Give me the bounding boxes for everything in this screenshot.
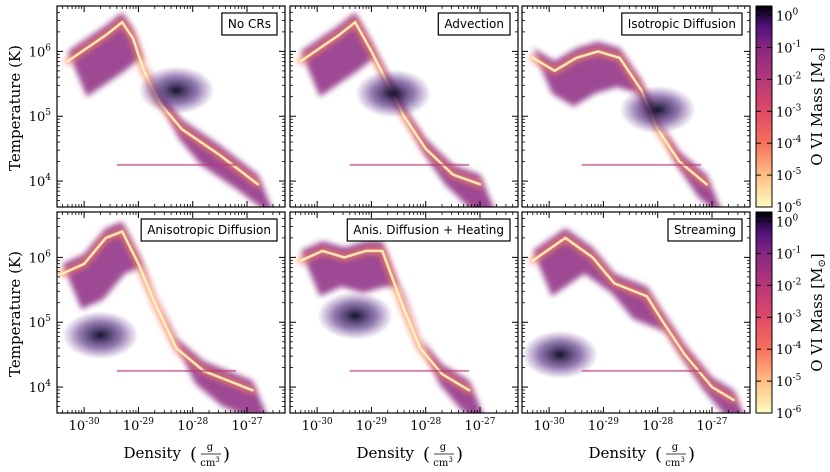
peak-mass-spot <box>522 330 598 379</box>
unit-numerator: g <box>207 442 214 453</box>
colorbar-2: 100 10-1 10-2 10-3 10-4 10-5 10-6 O VI Mass [M⊙… <box>755 211 828 422</box>
x-tick-label: 10-29 <box>356 417 387 434</box>
colorbar-tick-label: 10-1 <box>776 245 801 262</box>
peak-mass-spot <box>619 85 696 134</box>
panel-title-box <box>437 12 511 36</box>
paren-close: ) <box>456 444 463 465</box>
mass-distribution-region <box>300 12 494 207</box>
colorbar-tick-label: 10-4 <box>776 341 802 358</box>
colorbar-tick-label: 100 <box>776 214 799 231</box>
x-axis-labels: Density ( g cm3) Density ( g cm3) Density ( g cm3) <box>123 442 695 469</box>
y-axis-label-top: Temperature (K) <box>6 45 24 171</box>
panel-title: Streaming <box>674 223 736 237</box>
paren-close: ) <box>223 444 230 465</box>
mass-distribution-region <box>300 241 483 413</box>
x-axis-label-text: Density <box>123 444 181 462</box>
panel-grid: No CRs 104 105 106 Advection Isotropic Diffus… <box>29 5 751 434</box>
colorbar-tick-label: 10-1 <box>776 39 801 56</box>
x-tick-label: 10-27 <box>696 417 727 434</box>
x-tick-label: 10-29 <box>123 417 154 434</box>
panel-title: No CRs <box>228 17 271 31</box>
paren-open: ( <box>655 444 662 465</box>
panel-title: Anis. Diffusion + Heating <box>353 223 504 237</box>
y-tick-label: 105 <box>29 314 52 331</box>
colorbar-label: O VI Mass [M⊙] <box>808 253 828 372</box>
x-tick-label: 10-28 <box>410 417 441 434</box>
colorbar-tick-label: 10-6 <box>776 405 802 422</box>
y-tick-label: 106 <box>29 43 52 60</box>
x-tick-label: 10-27 <box>231 417 262 434</box>
colorbar-tick-label: 10-5 <box>776 167 802 184</box>
panel-3: Isotropic Diffusion <box>521 5 751 208</box>
y-tick-label: 104 <box>29 379 52 396</box>
mass-distribution-region <box>62 221 266 413</box>
paren-open: ( <box>423 444 430 465</box>
unit-numerator: g <box>672 442 679 453</box>
x-tick-label: 10-29 <box>588 417 619 434</box>
x-axis-label: Density ( g cm3) <box>356 442 463 469</box>
colorbar-tick-label: 10-6 <box>776 199 802 216</box>
panel-title-box <box>667 218 743 242</box>
temperature-ridge-core <box>66 20 260 186</box>
unit-denominator: cm3 <box>200 456 220 469</box>
y-axis-label-bottom: Temperature (K) <box>6 251 24 377</box>
x-tick-label: 10-30 <box>69 417 100 434</box>
colorbar-gradient <box>755 211 773 414</box>
panel-title: Advection <box>444 17 504 31</box>
peak-mass-spot <box>138 66 215 115</box>
x-tick-label: 10-30 <box>302 417 333 434</box>
temperature-ridge-core <box>61 229 254 392</box>
temperature-ridge-core <box>531 236 735 402</box>
peak-mass-spot <box>62 311 139 360</box>
y-tick-label: 105 <box>29 108 52 125</box>
panel-1: No CRs <box>56 5 286 208</box>
panel-6: Streaming <box>521 211 751 414</box>
y-tick-label: 104 <box>29 173 52 190</box>
y-tick-label: 106 <box>29 249 52 266</box>
panel-title-box <box>621 12 743 36</box>
colorbar-tick-label: 100 <box>776 8 799 25</box>
panel-title-box <box>221 12 278 36</box>
x-tick-label: 10-28 <box>177 417 208 434</box>
paren-close: ) <box>688 444 695 465</box>
x-tick-label: 10-27 <box>464 417 495 434</box>
colorbar-tick-label: 10-3 <box>776 103 802 120</box>
panel-5: Anis. Diffusion + Heating <box>289 211 519 414</box>
unit-denominator: cm3 <box>665 456 685 469</box>
panel-title-box <box>346 218 511 242</box>
colorbar-tick-label: 10-3 <box>776 309 802 326</box>
colorbar-tick-label: 10-2 <box>776 71 801 88</box>
panel-2: Advection <box>289 5 519 208</box>
panel-4: Anisotropic Diffusion <box>56 211 286 414</box>
panel-title: Anisotropic Diffusion <box>147 223 271 237</box>
colorbar-1: 100 10-1 10-2 10-3 10-4 10-5 10-6 O VI Mass [M⊙… <box>755 5 828 216</box>
x-tick-label: 10-28 <box>642 417 673 434</box>
x-axis-label-text: Density <box>588 444 646 462</box>
panel-title: Isotropic Diffusion <box>628 17 736 31</box>
temperature-ridge-core <box>531 50 708 186</box>
peak-mass-spot <box>355 69 432 118</box>
temperature-ridge-core <box>299 249 471 392</box>
colorbar-gradient <box>755 5 773 208</box>
x-axis-label: Density ( g cm3) <box>588 442 695 469</box>
colorbar-tick-label: 10-5 <box>776 373 802 390</box>
unit-numerator: g <box>440 442 447 453</box>
x-axis-label: Density ( g cm3) <box>123 442 230 469</box>
x-tick-label: 10-30 <box>534 417 565 434</box>
colorbar-label: O VI Mass [M⊙] <box>808 47 828 166</box>
colorbar-tick-label: 10-4 <box>776 135 802 152</box>
colorbar-tick-label: 10-2 <box>776 277 801 294</box>
paren-open: ( <box>190 444 197 465</box>
unit-denominator: cm3 <box>433 456 453 469</box>
x-axis-label-text: Density <box>356 444 414 462</box>
panel-title-box <box>140 218 278 242</box>
colorbars: 100 10-1 10-2 10-3 10-4 10-5 10-6 O VI Mass [M⊙… <box>755 5 828 422</box>
peak-mass-spot <box>317 291 394 340</box>
mass-distribution-region <box>532 41 721 207</box>
